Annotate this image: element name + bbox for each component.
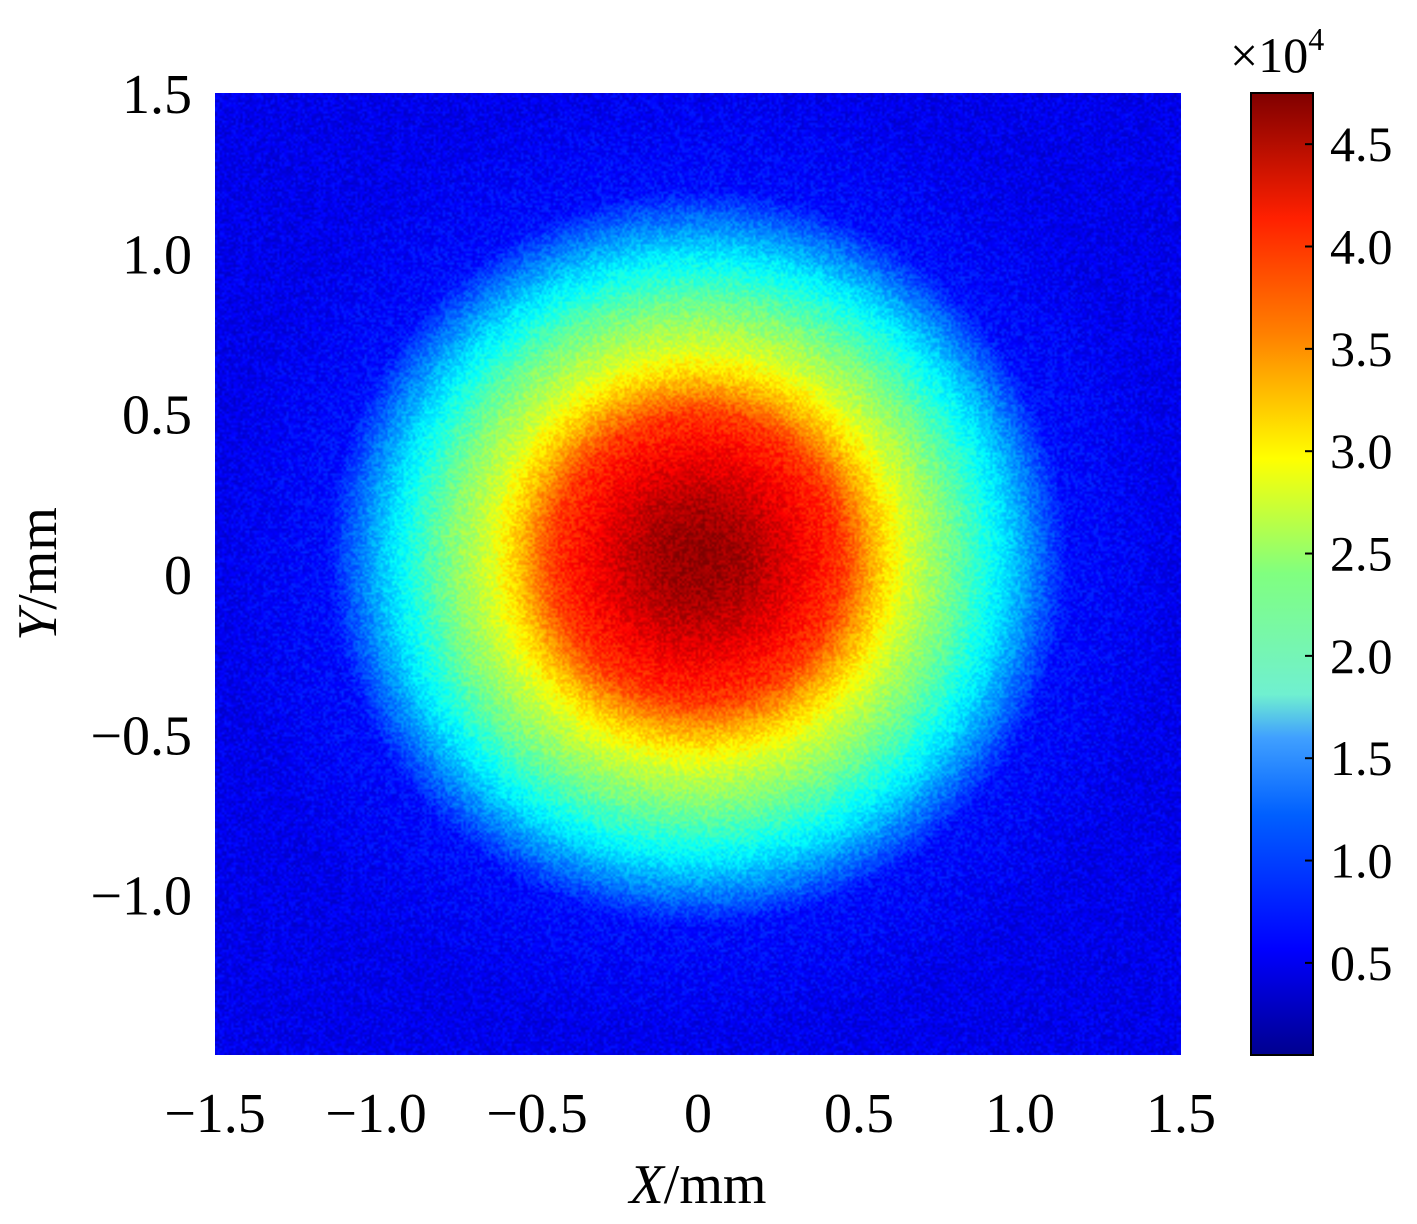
y-tick-label: 1.5 [122, 64, 192, 126]
y-tick-label: −1.0 [90, 866, 192, 928]
colorbar-tick-label: 2.0 [1330, 628, 1393, 684]
y-axis-title: Y/mm [7, 507, 69, 641]
y-axis-ticks: 1.5 1.0 0.5 0 −0.5 −1.0 [90, 64, 192, 928]
x-tick-label: −1.5 [164, 1083, 266, 1145]
x-tick-label: 0.5 [824, 1083, 894, 1145]
x-tick-label: −1.0 [325, 1083, 427, 1145]
y-tick-label: −0.5 [90, 705, 192, 767]
heatmap-image [215, 93, 1181, 1055]
colorbar-gradient [1250, 92, 1314, 1056]
y-axis-title-var: Y [7, 604, 69, 641]
plot-area [215, 93, 1181, 1055]
x-axis-ticks: −1.5 −1.0 −0.5 0 0.5 1.0 1.5 [164, 1083, 1216, 1145]
x-axis-title-var: X [628, 1154, 667, 1216]
colorbar-tick-label: 4.0 [1330, 219, 1393, 275]
colorbar-tick-label: 1.0 [1330, 833, 1393, 889]
colorbar-tick-label: 3.0 [1330, 423, 1393, 479]
colorbar: 0.5 1.0 1.5 2.0 2.5 3.0 3.5 4.0 4.5 ×104 [1230, 21, 1393, 1056]
colorbar-tick-label: 0.5 [1330, 935, 1393, 991]
x-tick-label: 0 [684, 1083, 712, 1145]
colorbar-tick-label: 1.5 [1330, 730, 1393, 786]
y-tick-label: 1.0 [122, 224, 192, 286]
y-tick-label: 0 [164, 545, 192, 607]
y-tick-label: 0.5 [122, 385, 192, 447]
x-tick-label: 1.0 [985, 1083, 1055, 1145]
y-axis-title-unit: /mm [7, 507, 69, 610]
colorbar-multiplier: ×104 [1230, 21, 1324, 83]
x-axis-title-unit: /mm [664, 1154, 767, 1216]
colorbar-tick-label: 3.5 [1330, 321, 1393, 377]
colorbar-tick-label: 4.5 [1330, 116, 1393, 172]
colorbar-multiplier-exp: 4 [1308, 21, 1324, 57]
x-tick-label: 1.5 [1146, 1083, 1216, 1145]
colorbar-multiplier-base: ×10 [1230, 27, 1308, 83]
colorbar-tick-label: 2.5 [1330, 526, 1393, 582]
x-tick-label: −0.5 [486, 1083, 588, 1145]
x-axis-title: X/mm [628, 1154, 767, 1216]
colorbar-ticks: 0.5 1.0 1.5 2.0 2.5 3.0 3.5 4.0 4.5 [1305, 116, 1393, 991]
